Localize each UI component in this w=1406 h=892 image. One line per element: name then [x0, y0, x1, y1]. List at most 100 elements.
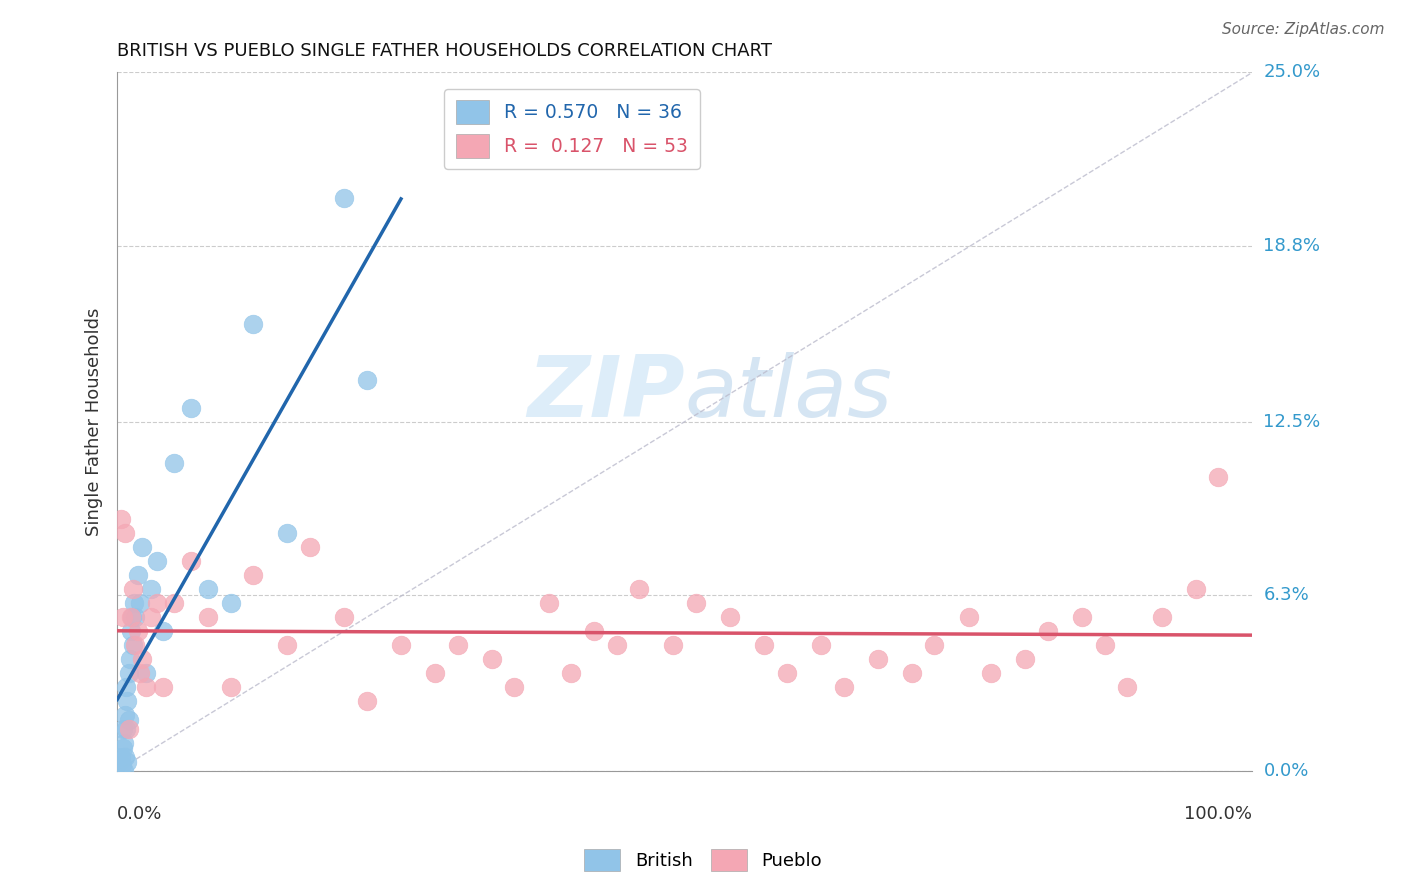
Point	[135, 665, 157, 680]
Point	[924, 638, 946, 652]
Point	[219, 680, 242, 694]
Point	[356, 694, 378, 708]
Point	[146, 554, 169, 568]
Point	[180, 401, 202, 415]
Text: 12.5%: 12.5%	[1264, 413, 1320, 431]
Point	[122, 582, 145, 597]
Point	[776, 665, 799, 680]
Point	[112, 736, 135, 750]
Text: 6.3%: 6.3%	[1264, 586, 1309, 604]
Point	[128, 665, 150, 680]
Point	[219, 596, 242, 610]
Point	[447, 638, 470, 652]
Legend: British, Pueblo: British, Pueblo	[576, 842, 830, 879]
Point	[662, 638, 685, 652]
Point	[276, 526, 298, 541]
Point	[299, 541, 322, 555]
Point	[111, 722, 134, 736]
Point	[122, 638, 145, 652]
Point	[423, 665, 446, 680]
Point	[832, 680, 855, 694]
Point	[537, 596, 560, 610]
Point	[152, 680, 174, 694]
Point	[180, 554, 202, 568]
Point	[112, 764, 135, 778]
Point	[141, 610, 163, 624]
Point	[117, 722, 139, 736]
Point	[111, 758, 134, 772]
Point	[333, 610, 356, 624]
Point	[114, 749, 136, 764]
Point	[389, 638, 412, 652]
Point	[197, 610, 219, 624]
Point	[121, 610, 143, 624]
Text: Source: ZipAtlas.com: Source: ZipAtlas.com	[1222, 22, 1385, 37]
Point	[135, 680, 157, 694]
Point	[115, 722, 138, 736]
Point	[1036, 624, 1059, 639]
Point	[120, 624, 142, 639]
Point	[276, 638, 298, 652]
Point	[242, 317, 264, 331]
Point	[111, 610, 134, 624]
Text: 0.0%: 0.0%	[1264, 762, 1309, 780]
Point	[810, 638, 832, 652]
Point	[152, 624, 174, 639]
Point	[117, 756, 139, 770]
Point	[980, 665, 1002, 680]
Point	[754, 638, 776, 652]
Point	[1184, 582, 1206, 597]
Point	[1071, 610, 1094, 624]
Point	[127, 568, 149, 582]
Point	[115, 680, 138, 694]
Point	[118, 652, 141, 666]
Point	[131, 652, 153, 666]
Point	[117, 714, 139, 728]
Point	[957, 610, 980, 624]
Point	[1206, 470, 1229, 484]
Point	[481, 652, 503, 666]
Point	[114, 526, 136, 541]
Text: 100.0%: 100.0%	[1184, 805, 1253, 823]
Point	[197, 582, 219, 597]
Text: 18.8%: 18.8%	[1264, 236, 1320, 254]
Point	[685, 596, 707, 610]
Point	[1014, 652, 1036, 666]
Point	[163, 457, 186, 471]
Point	[560, 665, 582, 680]
Point	[1094, 638, 1116, 652]
Point	[117, 694, 139, 708]
Point	[1150, 610, 1173, 624]
Point	[117, 665, 139, 680]
Point	[128, 596, 150, 610]
Point	[582, 624, 605, 639]
Point	[127, 624, 149, 639]
Text: 25.0%: 25.0%	[1264, 63, 1320, 81]
Text: atlas: atlas	[685, 352, 893, 435]
Point	[124, 638, 146, 652]
Point	[866, 652, 889, 666]
Point	[131, 541, 153, 555]
Point	[141, 582, 163, 597]
Point	[120, 610, 142, 624]
Point	[146, 596, 169, 610]
Text: BRITISH VS PUEBLO SINGLE FATHER HOUSEHOLDS CORRELATION CHART: BRITISH VS PUEBLO SINGLE FATHER HOUSEHOL…	[117, 42, 772, 60]
Point	[242, 568, 264, 582]
Point	[122, 596, 145, 610]
Y-axis label: Single Father Households: Single Father Households	[86, 308, 103, 536]
Point	[108, 756, 131, 770]
Point	[110, 512, 132, 526]
Point	[503, 680, 526, 694]
Point	[606, 638, 628, 652]
Point	[114, 707, 136, 722]
Legend: R = 0.570   N = 36, R =  0.127   N = 53: R = 0.570 N = 36, R = 0.127 N = 53	[444, 89, 700, 169]
Point	[1116, 680, 1139, 694]
Point	[124, 610, 146, 624]
Point	[356, 373, 378, 387]
Text: 0.0%: 0.0%	[117, 805, 163, 823]
Point	[111, 741, 134, 756]
Point	[718, 610, 741, 624]
Text: ZIP: ZIP	[527, 352, 685, 435]
Point	[110, 749, 132, 764]
Point	[163, 596, 186, 610]
